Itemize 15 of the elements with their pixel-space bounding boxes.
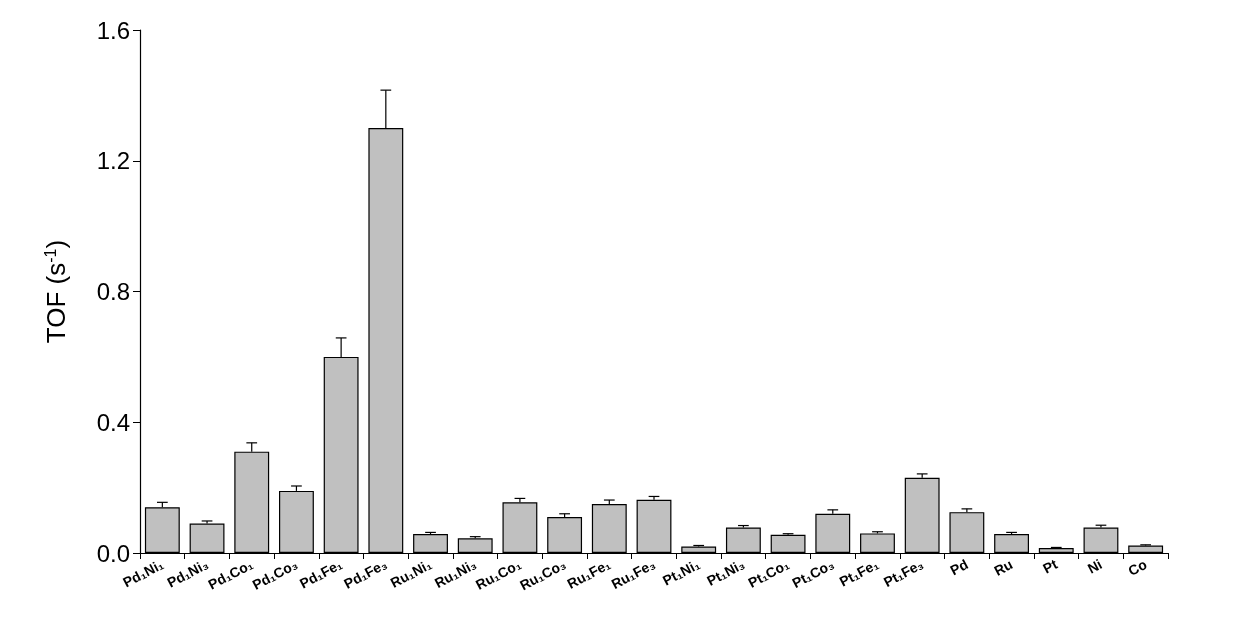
y-tick-label: 1.2 — [96, 147, 130, 175]
x-tick-label: Co — [1125, 555, 1150, 579]
y-axis-title: TOF (s-1) — [41, 239, 71, 344]
x-tick-label: Ru — [991, 555, 1016, 579]
y-tick-label: 0.4 — [96, 408, 130, 436]
y-tick-label: 1.6 — [96, 16, 130, 44]
x-tick-label: Pt₁Fe₁ — [836, 555, 882, 590]
x-tick-label: Pd — [947, 555, 971, 579]
x-tick-label: Pt — [1040, 555, 1061, 577]
y-tick-label: 0.0 — [96, 539, 130, 567]
y-tick-label: 0.8 — [96, 278, 130, 305]
x-tick-label: Pt₁Fe₃ — [880, 555, 926, 591]
x-tick-label: Pt₁Co₁ — [745, 555, 793, 591]
x-tick-label: Pt₁Ni₁ — [660, 555, 703, 589]
x-tick-label: Ni — [1084, 555, 1105, 577]
